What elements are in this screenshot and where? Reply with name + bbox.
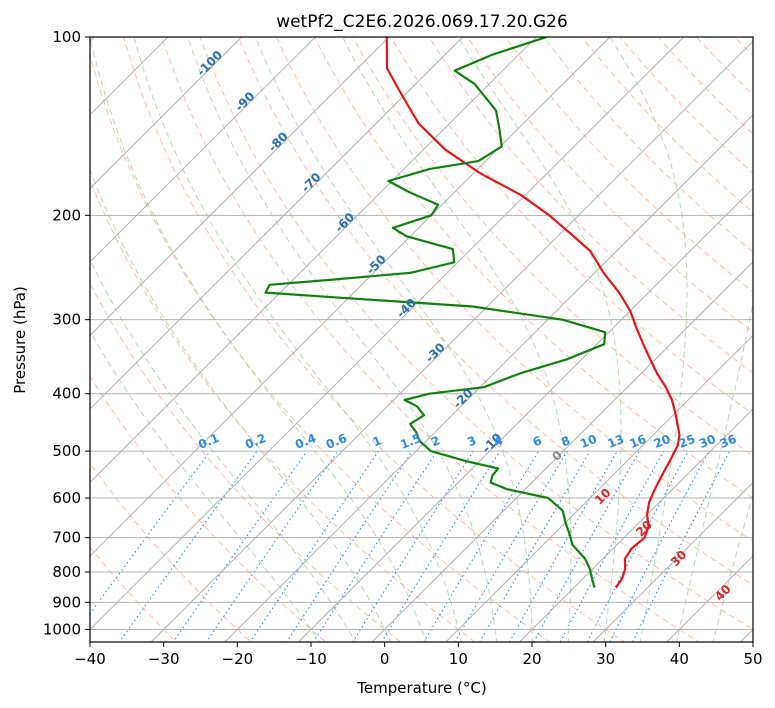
x-tick-label: 10 [449, 650, 468, 668]
isotherm-line [592, 481, 753, 642]
moist-adiabat [457, 37, 622, 642]
x-tick-label: 30 [596, 650, 615, 668]
x-axis-label: Temperature (°C) [356, 679, 486, 697]
y-tick-label: 200 [52, 206, 81, 224]
mixing-ratio-label: 30 [697, 432, 718, 451]
isotherm-line [90, 37, 685, 631]
y-tick-label: 900 [52, 593, 81, 611]
moist-adiabat [254, 37, 533, 642]
isotherm-line [445, 334, 753, 642]
dry-adiabat [390, 37, 753, 415]
y-tick-label: 400 [52, 385, 81, 403]
y-axis-label: Pressure (hPa) [11, 286, 29, 394]
y-tick-label: 700 [52, 529, 81, 547]
y-tick-label: 1000 [43, 620, 81, 638]
y-tick-label: 500 [52, 442, 81, 460]
x-tick-label: 20 [522, 650, 541, 668]
y-tick-label: 800 [52, 563, 81, 581]
x-tick-label: −20 [222, 650, 254, 668]
chart-title: wetPf2_C2E6.2026.069.17.20.G26 [276, 12, 568, 32]
mixing-ratio-label: 13 [605, 432, 626, 451]
mixing-ratio-label: 36 [718, 432, 739, 451]
dewpoint-line [264, 37, 607, 588]
isotherm-line [371, 261, 753, 642]
mixing-ratio-label: 25 [676, 432, 697, 451]
mixing-ratio-label: 10 [578, 432, 599, 451]
isotherm-line [90, 37, 611, 557]
x-tick-label: 0 [380, 650, 390, 668]
dry-adiabat [428, 37, 753, 374]
isotherm-line [90, 37, 464, 410]
isotherm-line [90, 37, 316, 263]
axis-ticks: −40 −30 −20 −10 0 10 20 30 40 50 1000 900 800 700 600 5… [43, 28, 763, 668]
x-tick-label: −30 [148, 650, 180, 668]
y-tick-label: 100 [52, 28, 81, 46]
mixing-ratio-label: 20 [652, 432, 673, 451]
isotherm-line [224, 114, 753, 642]
x-tick-label: −40 [74, 650, 106, 668]
plot-frame [89, 36, 754, 643]
mixing-ratio-label: 16 [628, 432, 649, 451]
temperature-line [385, 37, 681, 589]
moist-adiabat [609, 37, 688, 642]
grid-lines [90, 37, 753, 642]
moist-adiabat [342, 37, 572, 642]
y-tick-label: 600 [52, 489, 81, 507]
y-tick-label: 300 [52, 311, 81, 329]
dry-adiabat [466, 37, 753, 333]
x-tick-label: 40 [670, 650, 689, 668]
isotherm-line [150, 40, 753, 642]
isotherm-line [518, 408, 753, 642]
isotherm-line [90, 37, 390, 337]
isotherm-line [90, 37, 243, 190]
moist-adiabat [133, 37, 462, 642]
isotherm-line [90, 37, 537, 484]
x-tick-label: 50 [743, 650, 762, 668]
x-tick-label: −10 [295, 650, 327, 668]
sounding-profiles [264, 37, 681, 589]
moist-adiabat [90, 329, 321, 642]
dry-adiabat [352, 37, 753, 457]
isotherm-line [297, 187, 753, 642]
